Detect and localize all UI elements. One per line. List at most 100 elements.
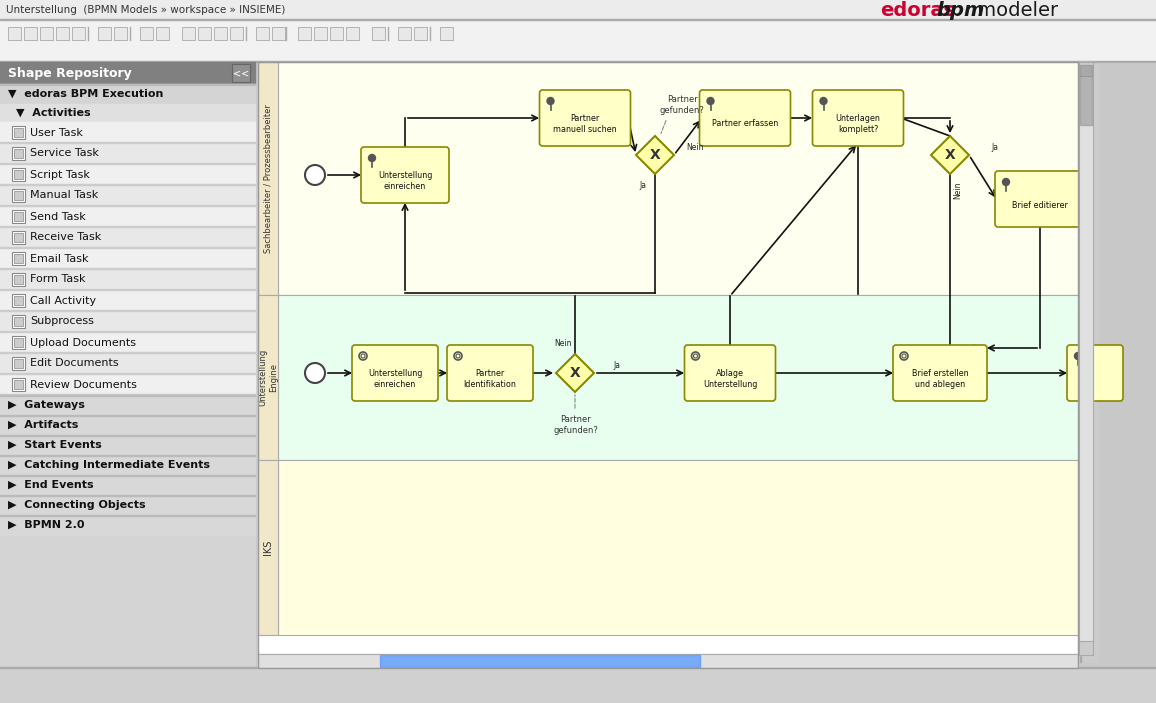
Bar (156, 27, 169, 40)
Bar (0, 455, 255, 456)
Bar (0, 269, 255, 290)
Bar (0, 226, 255, 227)
Text: Service Task: Service Task (30, 148, 99, 158)
Text: Brief erstellen
und ablegen: Brief erstellen und ablegen (912, 369, 969, 389)
Bar (0, 495, 255, 515)
Bar (0, 435, 255, 455)
Bar (0, 0, 1156, 20)
Bar (12, 336, 25, 349)
Bar (0, 104, 255, 122)
Bar (1079, 62, 1094, 655)
FancyBboxPatch shape (1067, 345, 1122, 401)
Text: edoras: edoras (880, 1, 955, 20)
Bar (0, 142, 255, 143)
Text: IKS: IKS (264, 540, 273, 555)
Bar (258, 460, 277, 635)
Text: Email Task: Email Task (30, 254, 89, 264)
Text: Properties: Properties (1084, 334, 1094, 390)
Bar (258, 654, 1079, 668)
Bar (1079, 641, 1094, 655)
Bar (0, 268, 255, 269)
Bar (0, 185, 255, 206)
Bar (0, 394, 255, 395)
FancyBboxPatch shape (684, 345, 776, 401)
Bar (329, 27, 343, 40)
Bar (0, 289, 255, 290)
Text: Partner
gefunden?: Partner gefunden? (553, 415, 598, 434)
Bar (0, 122, 255, 143)
Bar (0, 395, 255, 415)
Bar (0, 62, 255, 84)
Bar (372, 27, 385, 40)
Bar (258, 62, 1079, 668)
Bar (12, 273, 25, 286)
FancyBboxPatch shape (540, 90, 630, 146)
Text: ▼  Activities: ▼ Activities (16, 108, 90, 118)
Text: ▼  edoras BPM Execution: ▼ edoras BPM Execution (8, 89, 163, 99)
Bar (0, 353, 255, 374)
Text: ▶  Artifacts: ▶ Artifacts (8, 420, 79, 430)
Bar (277, 62, 1079, 295)
Bar (398, 27, 412, 40)
Bar (380, 655, 701, 667)
Circle shape (707, 98, 714, 105)
Bar (0, 20, 1156, 62)
Bar (0, 352, 255, 353)
Text: Ablage
Unterstellung: Ablage Unterstellung (703, 369, 757, 389)
Bar (0, 311, 255, 332)
Bar (14, 254, 23, 263)
Bar (0, 84, 255, 104)
Bar (277, 460, 1079, 635)
Bar (0, 374, 255, 395)
Bar (181, 27, 195, 40)
Bar (0, 248, 255, 269)
Text: Upload Documents: Upload Documents (30, 337, 136, 347)
Text: X: X (650, 148, 660, 162)
Text: Unterstellung
Engine: Unterstellung Engine (258, 349, 277, 406)
Bar (114, 27, 127, 40)
Bar (1080, 62, 1098, 662)
Bar (255, 27, 269, 40)
Text: Form Task: Form Task (30, 274, 86, 285)
Bar (0, 331, 255, 332)
Bar (14, 359, 23, 368)
Circle shape (305, 363, 325, 383)
Bar (12, 147, 25, 160)
Bar (0, 310, 255, 311)
Bar (98, 27, 111, 40)
Bar (0, 455, 255, 475)
Bar (214, 27, 227, 40)
Bar (12, 231, 25, 244)
Bar (0, 475, 255, 495)
Bar (230, 27, 243, 40)
Text: Partner
manuell suchen: Partner manuell suchen (554, 114, 617, 134)
Bar (272, 27, 286, 40)
Bar (140, 27, 153, 40)
Text: bpm: bpm (936, 1, 985, 20)
Bar (12, 378, 25, 391)
Bar (0, 373, 255, 374)
Bar (314, 27, 327, 40)
Polygon shape (556, 354, 594, 392)
Text: Shape Repository: Shape Repository (8, 67, 132, 79)
Text: ▶  End Events: ▶ End Events (8, 480, 94, 490)
Bar (0, 415, 255, 416)
Text: Partner erfassen: Partner erfassen (712, 120, 778, 129)
Text: ▶  BPMN 2.0: ▶ BPMN 2.0 (8, 520, 84, 530)
Bar (14, 380, 23, 389)
Polygon shape (636, 136, 674, 174)
Text: Receive Task: Receive Task (30, 233, 102, 243)
Bar (0, 61, 1156, 62)
Bar (258, 295, 277, 460)
Bar (14, 128, 23, 137)
Bar (55, 27, 69, 40)
Bar (232, 64, 250, 82)
Bar (0, 435, 255, 436)
Text: ▶  Connecting Objects: ▶ Connecting Objects (8, 500, 146, 510)
Bar (14, 296, 23, 305)
Bar (258, 654, 1079, 668)
Text: Script Task: Script Task (30, 169, 90, 179)
Bar (12, 294, 25, 307)
Bar (12, 210, 25, 223)
Text: Unterstellung
einreichen: Unterstellung einreichen (378, 171, 432, 191)
